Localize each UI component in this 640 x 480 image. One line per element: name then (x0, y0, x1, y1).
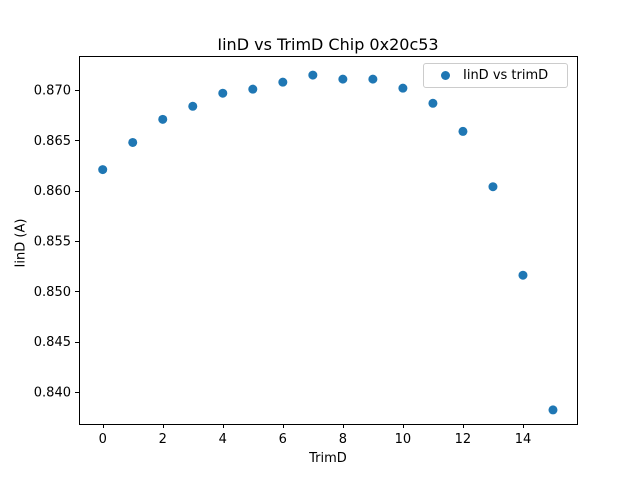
data-point (548, 405, 558, 415)
chart-title: IinD vs TrimD Chip 0x20c53 (217, 35, 439, 54)
data-point (278, 77, 288, 87)
y-tick-label: 0.840 (34, 385, 71, 400)
data-point (98, 165, 108, 175)
x-tick-label: 8 (339, 432, 347, 447)
axes-frame (79, 56, 578, 425)
y-tick-label: 0.870 (34, 84, 71, 99)
x-tick-label: 4 (219, 432, 227, 447)
x-tick-label: 0 (99, 432, 107, 447)
data-point (218, 88, 228, 98)
y-tick-label: 0.855 (34, 235, 71, 250)
data-point (308, 70, 318, 80)
x-tick-label: 14 (515, 432, 532, 447)
data-point (518, 270, 528, 280)
data-point (188, 101, 198, 111)
data-point (128, 137, 138, 147)
data-point (428, 98, 438, 108)
x-tick-label: 6 (279, 432, 287, 447)
data-point (338, 74, 348, 84)
x-tick-label: 10 (395, 432, 412, 447)
data-point (488, 182, 498, 192)
data-point (458, 126, 468, 136)
data-point (368, 74, 378, 84)
y-tick-label: 0.845 (34, 335, 71, 350)
legend: IinD vs trimD (423, 63, 568, 88)
data-point (248, 84, 258, 94)
data-point (158, 114, 168, 124)
y-tick-label: 0.865 (34, 134, 71, 149)
legend-marker-icon (441, 71, 450, 80)
y-tick-label: 0.850 (34, 285, 71, 300)
x-tick-label: 2 (159, 432, 167, 447)
legend-label: IinD vs trimD (463, 68, 549, 83)
x-axis-label: TrimD (309, 451, 347, 466)
x-tick-label: 12 (455, 432, 472, 447)
y-axis-label: IinD (A) (13, 218, 29, 268)
y-tick-label: 0.860 (34, 184, 71, 199)
data-point (398, 83, 408, 93)
